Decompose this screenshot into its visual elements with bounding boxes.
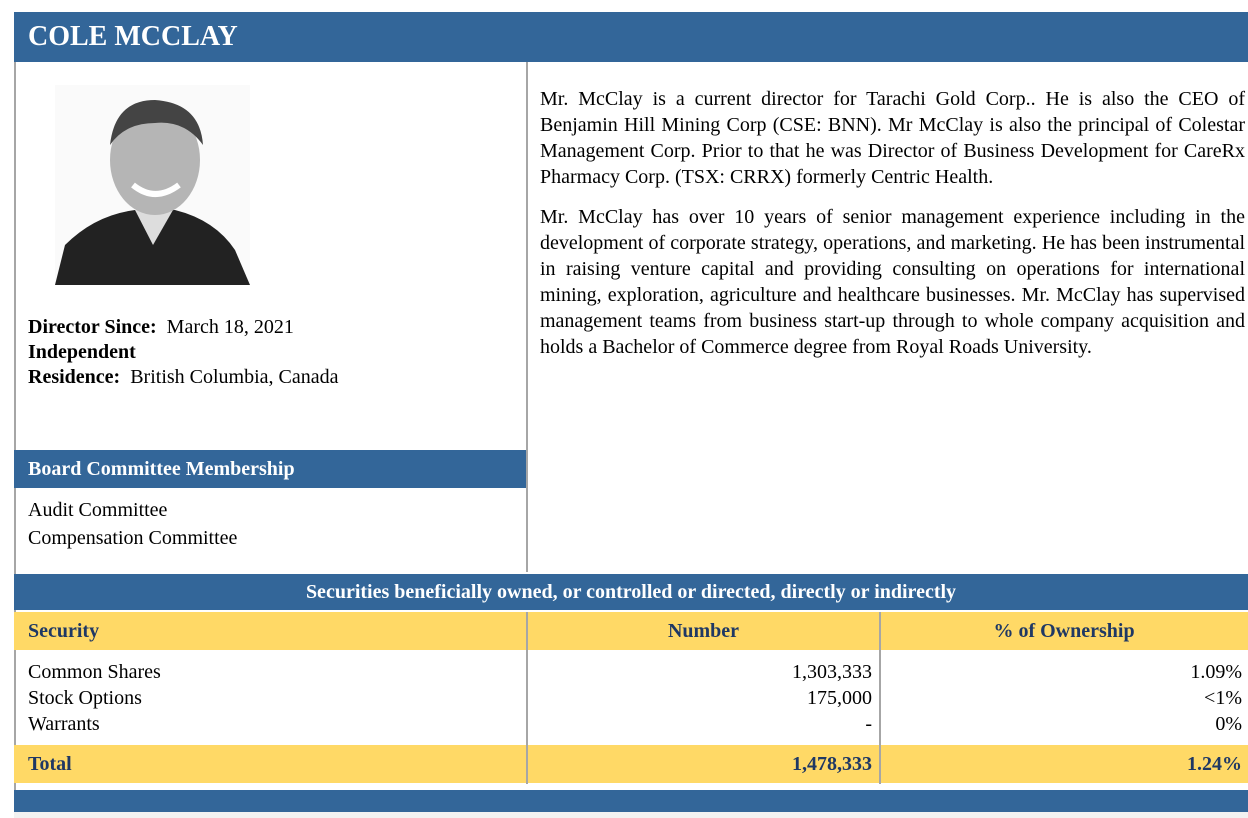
border — [526, 62, 528, 572]
cell: Warrants — [28, 713, 100, 735]
photo — [55, 85, 250, 285]
table-title-bar: Securities beneficially owned, or contro… — [14, 574, 1248, 610]
cell: Stock Options — [28, 687, 142, 709]
cell: - — [865, 713, 872, 735]
profile: Director Since: March 18, 2021 Independe… — [28, 315, 339, 390]
committee-list: Audit Committee Compensation Committee — [28, 496, 237, 552]
border — [526, 745, 528, 783]
total-row: Total 1,478,333 1.24% — [14, 745, 1248, 783]
column-header: Number — [667, 620, 740, 642]
cell: 1,478,333 — [792, 753, 872, 775]
label: Director Since: — [28, 316, 157, 338]
border — [879, 612, 881, 784]
footer-bar — [14, 790, 1248, 812]
committee-title: Board Committee Membership — [28, 458, 295, 480]
cell: <1% — [1204, 687, 1242, 709]
border — [879, 745, 881, 783]
committee: Compensation Committee — [28, 527, 238, 549]
column-header: Security — [28, 620, 100, 642]
cell: 1,303,333 — [792, 661, 872, 683]
cell: 1.09% — [1190, 661, 1242, 683]
title-bar: COLE MCCLAY — [14, 12, 1248, 62]
bio: Mr. McClay is a current director for Tar… — [540, 86, 1245, 374]
cell: 0% — [1215, 713, 1242, 735]
committee-bar: Board Committee Membership — [14, 450, 526, 488]
border — [14, 62, 16, 790]
column-header: % of Ownership — [993, 620, 1135, 642]
cell: 175,000 — [807, 687, 872, 709]
paragraph: Mr. McClay has over 10 years of senior m… — [540, 206, 1245, 358]
title: COLE MCCLAY — [28, 21, 238, 52]
table-header: Security Number % of Ownership — [14, 612, 1248, 650]
value: British Columbia, Canada — [130, 366, 339, 388]
label: Independent — [28, 341, 136, 363]
table-title: Securities beneficially owned, or contro… — [305, 581, 957, 603]
value: March 18, 2021 — [166, 316, 294, 338]
paragraph: Mr. McClay is a current director for Tar… — [540, 88, 1245, 188]
label: Residence: — [28, 366, 121, 388]
committee: Audit Committee — [28, 499, 168, 521]
cell: 1.24% — [1187, 753, 1242, 775]
footer-strip — [14, 812, 1248, 818]
cell: Common Shares — [28, 661, 161, 683]
border — [526, 612, 528, 784]
cell: Total — [28, 753, 72, 775]
